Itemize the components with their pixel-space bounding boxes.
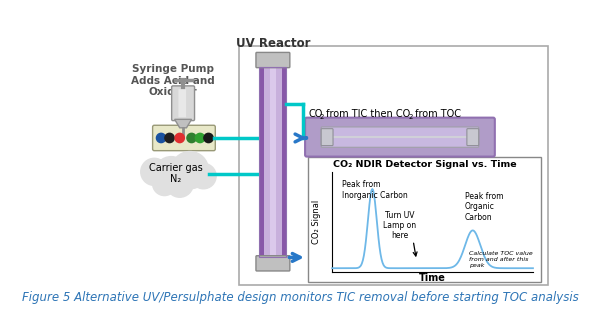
Circle shape — [166, 170, 193, 197]
FancyBboxPatch shape — [256, 256, 290, 271]
Polygon shape — [175, 119, 191, 128]
Bar — [269, 67, 276, 257]
Text: Figure 5 Alternative UV/Persulphate design monitors TIC removal before starting : Figure 5 Alternative UV/Persulphate desi… — [22, 291, 578, 304]
Text: 2: 2 — [409, 114, 413, 120]
Text: from TOC: from TOC — [412, 109, 461, 119]
Bar — [259, 67, 286, 257]
Circle shape — [165, 133, 174, 143]
Text: from TIC then CO: from TIC then CO — [323, 109, 410, 119]
Text: 2: 2 — [319, 114, 324, 120]
Text: CO₂ NDIR Detector Signal vs. Time: CO₂ NDIR Detector Signal vs. Time — [333, 160, 517, 169]
Bar — [282, 67, 286, 257]
Bar — [259, 67, 286, 257]
Text: UV Reactor: UV Reactor — [236, 37, 310, 50]
FancyBboxPatch shape — [467, 129, 479, 146]
FancyBboxPatch shape — [321, 127, 479, 147]
Text: CO₂ Signal: CO₂ Signal — [313, 200, 322, 244]
Text: Carrier gas
N₂: Carrier gas N₂ — [149, 163, 202, 184]
Circle shape — [157, 133, 166, 143]
Bar — [239, 46, 548, 285]
Circle shape — [187, 133, 196, 143]
Bar — [259, 67, 263, 257]
Text: Syringe Pump
Adds Acid and
Oxidizer: Syringe Pump Adds Acid and Oxidizer — [131, 64, 215, 97]
Circle shape — [196, 133, 205, 143]
Text: CO: CO — [308, 109, 323, 119]
Circle shape — [152, 172, 176, 196]
Circle shape — [191, 164, 216, 189]
FancyBboxPatch shape — [178, 89, 186, 117]
Text: Calculate TOC value
from and after this
peak: Calculate TOC value from and after this … — [469, 251, 532, 268]
Circle shape — [154, 157, 188, 190]
Text: Peak from
Inorganic Carbon: Peak from Inorganic Carbon — [342, 180, 408, 200]
Text: Time: Time — [419, 273, 446, 283]
Text: Peak from
Organic
Carbon: Peak from Organic Carbon — [464, 192, 503, 222]
FancyBboxPatch shape — [172, 86, 194, 120]
FancyBboxPatch shape — [256, 52, 290, 68]
Circle shape — [141, 158, 168, 185]
FancyBboxPatch shape — [152, 125, 215, 151]
Text: Turn UV
Lamp on
here: Turn UV Lamp on here — [383, 211, 416, 240]
Circle shape — [171, 152, 209, 189]
Text: NDIR: NDIR — [383, 157, 418, 170]
Circle shape — [204, 133, 213, 143]
FancyBboxPatch shape — [305, 118, 495, 157]
FancyBboxPatch shape — [321, 129, 333, 146]
Circle shape — [175, 133, 184, 143]
Bar — [308, 157, 541, 282]
